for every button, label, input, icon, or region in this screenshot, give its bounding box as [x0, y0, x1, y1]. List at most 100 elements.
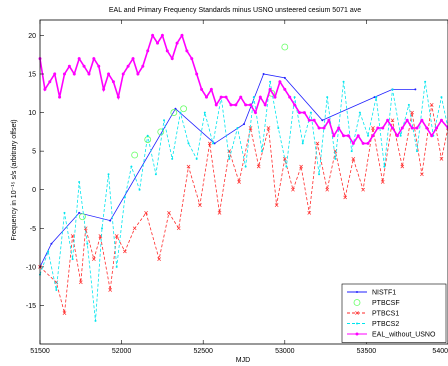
eal-without-usno-point — [346, 134, 350, 138]
ptbcs2-point — [86, 242, 89, 245]
y-tick-label: -15 — [26, 303, 36, 310]
legend-label-ptbcs2: PTBCS2 — [372, 321, 399, 328]
eal-without-usno-point — [239, 95, 243, 99]
eal-without-usno-point — [366, 141, 370, 145]
ptbcs1-point — [207, 141, 212, 146]
eal-without-usno-point — [67, 64, 71, 68]
eal-without-usno-point — [283, 87, 287, 91]
eal-without-usno-point — [249, 103, 253, 107]
plot-frame — [39, 19, 448, 345]
legend-label-nistf1: NISTF1 — [372, 290, 396, 297]
eal-without-usno-point — [200, 87, 204, 91]
eal-without-usno-point — [229, 103, 233, 107]
x-tick-label: 51500 — [30, 348, 50, 355]
eal-without-usno-point — [253, 111, 257, 115]
ptbcs1-point — [237, 180, 241, 184]
y-tick-label: 5 — [32, 149, 36, 156]
ptbcs2-point — [55, 289, 58, 291]
ptbcs1-point — [410, 110, 414, 115]
legend-ptbcs1-point — [355, 311, 359, 315]
y-axis-title: Frequency in 10⁻¹⁵ s/s (arbitrary offset… — [11, 119, 18, 240]
ptbcs1-point — [274, 203, 279, 207]
ptbcs2-point — [123, 196, 126, 199]
ptbcs2-point — [154, 173, 157, 176]
ptbcs2-point — [318, 173, 321, 176]
ptbcs1-point — [176, 226, 181, 231]
nistf1-point — [50, 242, 53, 245]
eal-without-usno-point — [351, 141, 355, 145]
nistf1-point — [321, 119, 324, 122]
y-tick-label: 15 — [28, 72, 36, 79]
series-ptbcs1 — [38, 103, 448, 315]
ptbcs2-point — [187, 142, 190, 145]
ptbcs1-point — [439, 157, 444, 161]
eal-without-usno-point — [312, 118, 316, 122]
eal-without-usno-point — [415, 126, 419, 130]
legend-ptbcs2-point — [356, 322, 358, 325]
x-tick-label: 5400 — [432, 348, 448, 355]
ptbcs2-point — [211, 142, 214, 145]
ptbcs1-point — [70, 234, 75, 238]
legend-label-ptbcsf: PTBCSF — [372, 300, 400, 307]
eal-without-usno-point — [53, 72, 57, 76]
eal-without-usno-point — [136, 72, 140, 76]
eal-without-usno-point — [72, 72, 76, 76]
y-tick-label: -5 — [30, 226, 36, 233]
ptbcs2-line — [39, 81, 448, 321]
ptbcs2-point — [334, 157, 337, 160]
eal-without-usno-point — [195, 72, 199, 76]
eal-without-usno-point — [151, 33, 155, 37]
ptbcsf-point — [180, 105, 188, 113]
eal-without-usno-point — [219, 95, 223, 99]
eal-without-usno-point — [77, 57, 81, 61]
eal-without-usno-point — [48, 80, 52, 84]
eal-without-usno-point — [234, 103, 238, 107]
y-tick-label: 10 — [28, 110, 36, 117]
ptbcs1-point — [351, 157, 356, 161]
x-tick-label: 52000 — [112, 348, 132, 355]
ptbcs2-point — [146, 134, 149, 137]
legend-label-eal-without-usno: EAL_without_USNO — [372, 332, 436, 339]
ptbcs2-point — [47, 250, 50, 253]
eal-without-usno-point — [258, 95, 262, 99]
ptbcs1-point — [114, 234, 119, 238]
ptbcs1-point — [198, 203, 202, 207]
eal-without-usno-point — [439, 118, 443, 122]
eal-without-usno-point — [307, 118, 311, 122]
ptbcs1-point — [282, 157, 287, 161]
ptbcs2-point — [350, 150, 353, 153]
eal-without-usno-point — [420, 118, 424, 122]
ptbcs2-point — [269, 80, 272, 83]
ptbcs2-point — [228, 157, 231, 160]
ptbcs2-point — [277, 127, 280, 129]
eal-without-usno-point — [141, 64, 145, 68]
eal-without-usno-point — [180, 33, 184, 37]
eal-without-usno-point — [405, 118, 409, 122]
eal-without-usno-point — [43, 87, 47, 91]
ptbcs1-point — [371, 126, 375, 130]
legend-nistf1-point — [356, 291, 358, 293]
ptbcs1-point — [266, 126, 271, 130]
series-eal-without-usno — [38, 33, 448, 145]
ptbcs2-point — [94, 319, 97, 322]
ptbcs1-point — [291, 187, 295, 192]
nistf1-point — [373, 96, 376, 99]
ptbcs2-point — [367, 134, 370, 137]
eal-without-usno-point — [58, 95, 62, 99]
eal-without-usno-point — [160, 33, 164, 37]
ptbcsf-point — [79, 213, 86, 221]
ptbcs1-point — [123, 249, 127, 254]
eal-without-usno-point — [92, 57, 96, 61]
ptbcs2-point — [309, 111, 312, 114]
legend: NISTF1 PTBCSF PTBCS1 PTBCS2 EAL_without_USNO — [341, 283, 447, 343]
ptbcs1-point — [132, 226, 137, 231]
ptbcs1-point — [157, 257, 161, 261]
nistf1-point — [243, 123, 245, 126]
ptbcs1-point — [380, 180, 385, 184]
ptbcs1-point — [390, 118, 395, 123]
eal-without-usno-point — [116, 95, 120, 99]
eal-without-usno-point — [185, 49, 189, 53]
ptbcs2-point — [101, 227, 104, 230]
ptbcs2-point — [407, 103, 410, 106]
